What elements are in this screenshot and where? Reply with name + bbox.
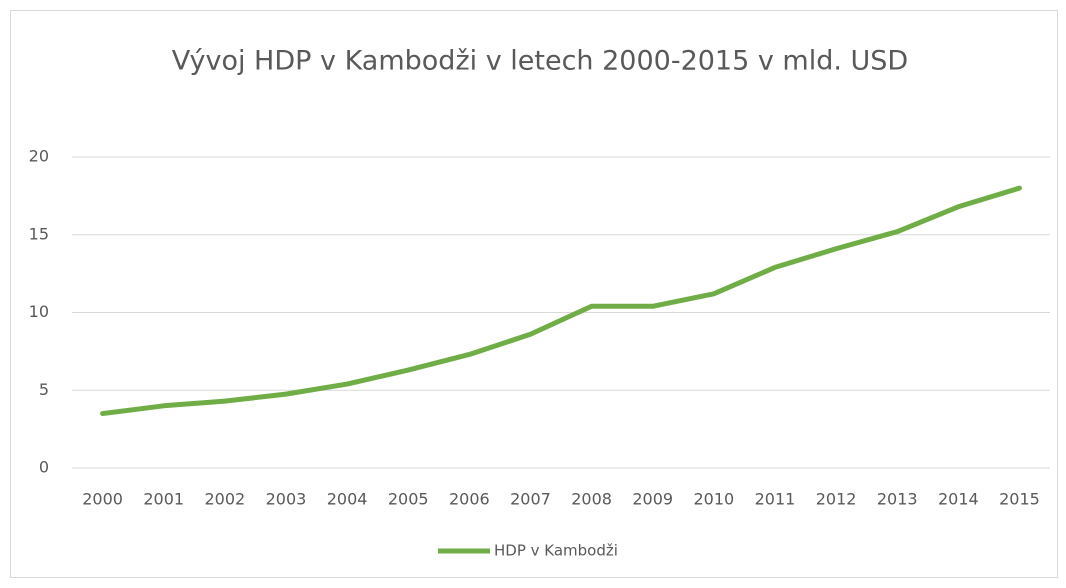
- x-tick-label: 2005: [388, 490, 429, 509]
- x-tick-label: 2014: [938, 490, 979, 509]
- chart-title: Vývoj HDP v Kambodži v letech 2000-2015 …: [172, 46, 908, 77]
- data-line: [100, 185, 1022, 417]
- x-tick-label: 2008: [571, 490, 612, 509]
- x-tick-label: 2012: [816, 490, 857, 509]
- x-tick-label: 2001: [143, 490, 184, 509]
- chart-border: [10, 10, 1058, 578]
- x-tick-label: 2010: [693, 490, 734, 509]
- y-tick-label: 20: [29, 147, 49, 166]
- y-tick-label: 0: [39, 458, 49, 477]
- x-tick-label: 2011: [755, 490, 796, 509]
- x-tick-label: 2015: [999, 490, 1040, 509]
- x-tick-label: 2007: [510, 490, 551, 509]
- y-tick-label: 5: [39, 380, 49, 399]
- x-tick-label: 2004: [327, 490, 368, 509]
- y-tick-label: 10: [29, 302, 49, 321]
- x-tick-label: 2002: [204, 490, 245, 509]
- x-tick-label: 2013: [877, 490, 918, 509]
- x-tick-label: 2003: [266, 490, 307, 509]
- y-tick-label: 15: [29, 224, 49, 243]
- legend-label: HDP v Kambodži: [494, 542, 618, 560]
- x-tick-label: 2009: [632, 490, 673, 509]
- x-tick-label: 2006: [449, 490, 490, 509]
- x-tick-label: 2000: [82, 490, 123, 509]
